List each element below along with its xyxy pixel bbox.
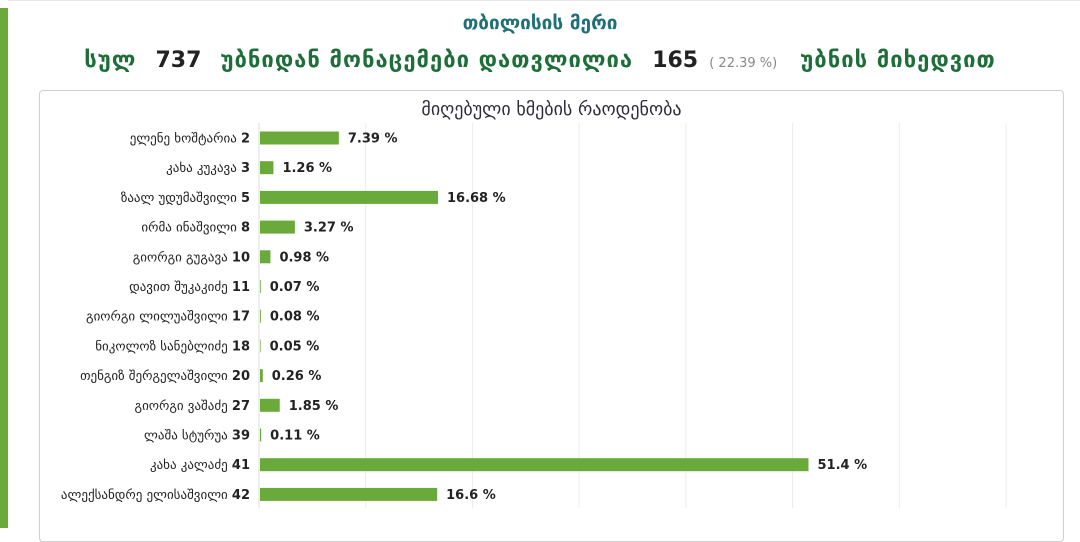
candidate-number: 39: [232, 429, 250, 444]
candidate-name: გიორგი გუგავა: [133, 250, 232, 265]
candidate-name: კახა კუკავა: [166, 161, 241, 176]
category-label: ლაშა სტურუა 39: [144, 429, 250, 444]
candidate-name: დავით შუკაკიძე: [129, 280, 232, 295]
category-label: გიორგი ვაშაძე 27: [135, 399, 250, 414]
candidate-name: კახა კალაძე: [150, 458, 232, 473]
bar: [260, 190, 438, 204]
candidate-number: 11: [232, 280, 250, 295]
bar: [260, 280, 261, 293]
candidate-number: 10: [232, 250, 250, 265]
value-label: 3.27 %: [304, 221, 354, 236]
value-label: 1.26 %: [282, 161, 332, 176]
value-label: 1.85 %: [289, 399, 339, 414]
bar: [260, 220, 295, 234]
value-label: 0.26 %: [272, 369, 322, 384]
category-label: ალექსანდრე ელისაშვილი 42: [61, 488, 250, 503]
candidate-name: ზაალ უდუმაშვილი: [121, 191, 241, 206]
candidate-number: 27: [232, 399, 250, 414]
candidate-name: ლაშა სტურუა: [144, 429, 232, 444]
bar: [260, 339, 261, 353]
candidate-name: თენგიზ შერგელაშვილი: [80, 369, 232, 384]
category-label: ელენე ხოშტარია 2: [130, 132, 250, 147]
page-title: თბილისის მერი: [462, 12, 618, 34]
left-accent-bar: [0, 8, 8, 528]
candidate-number: 8: [241, 221, 250, 236]
category-label: გიორგი ლილუაშვილი 17: [86, 310, 250, 325]
category-label: კახა კუკავა 3: [166, 161, 250, 176]
category-label: თენგიზ შერგელაშვილი 20: [80, 369, 250, 384]
candidate-number: 3: [241, 161, 250, 176]
candidate-name: ალექსანდრე ელისაშვილი: [61, 488, 232, 503]
top-divider: [8, 0, 1080, 1]
value-label: 0.08 %: [270, 310, 320, 325]
candidate-name: გიორგი ვაშაძე: [135, 399, 232, 414]
chart-title: მიღებული ხმების რაოდენობა: [421, 99, 682, 120]
candidate-name: ელენე ხოშტარია: [130, 132, 241, 147]
bar: [260, 428, 262, 442]
value-label: 16.6 %: [446, 488, 496, 503]
total-precincts: 737: [155, 48, 202, 73]
category-label: ნიკოლოზ სანებლიძე 18: [95, 339, 250, 354]
value-label: 51.4 %: [818, 458, 868, 473]
candidate-number: 41: [232, 458, 250, 473]
bar: [260, 161, 274, 175]
bar: [260, 309, 261, 323]
candidate-name: ირმა ინაშვილი: [141, 221, 241, 236]
candidate-number: 2: [241, 132, 250, 147]
candidate-number: 20: [232, 369, 250, 384]
candidate-number: 18: [232, 339, 250, 354]
counted-percent: ( 22.39 %): [709, 56, 778, 71]
value-label: 7.39 %: [348, 132, 398, 147]
bar-chart: ელენე ხოშტარია 2 7.39 % კახა კუკავა 3 1.26 …: [61, 123, 1007, 508]
summary-middle: უბნიდან მონაცემები დათვლილია: [220, 48, 634, 73]
category-label: გიორგი გუგავა 10: [133, 250, 250, 265]
bar: [260, 369, 263, 383]
value-label: 16.68 %: [447, 191, 506, 206]
summary-prefix: სულ: [84, 48, 137, 73]
counted-precincts: 165: [652, 48, 699, 73]
candidate-name: ნიკოლოზ სანებლიძე: [95, 339, 232, 354]
value-label: 0.11 %: [270, 429, 320, 444]
candidate-number: 42: [232, 488, 250, 503]
bar: [260, 458, 809, 472]
bar: [260, 250, 271, 264]
bar: [260, 131, 339, 145]
bar: [260, 487, 438, 501]
category-label: დავით შუკაკიძე 11: [129, 280, 250, 295]
value-label: 0.98 %: [279, 250, 329, 265]
value-label: 0.07 %: [270, 280, 320, 295]
candidate-name: გიორგი ლილუაშვილი: [86, 310, 232, 325]
category-label: ზაალ უდუმაშვილი 5: [121, 191, 250, 206]
category-label: ირმა ინაშვილი 8: [141, 221, 250, 236]
results-summary: სულ 737 უბნიდან მონაცემები დათვლილია 165…: [0, 48, 1080, 73]
bar: [260, 398, 280, 412]
candidate-number: 17: [232, 310, 250, 325]
category-label: კახა კალაძე 41: [150, 458, 250, 473]
summary-suffix: უბნის მიხედვით: [800, 48, 996, 73]
candidate-number: 5: [241, 191, 250, 206]
value-label: 0.05 %: [270, 339, 320, 354]
